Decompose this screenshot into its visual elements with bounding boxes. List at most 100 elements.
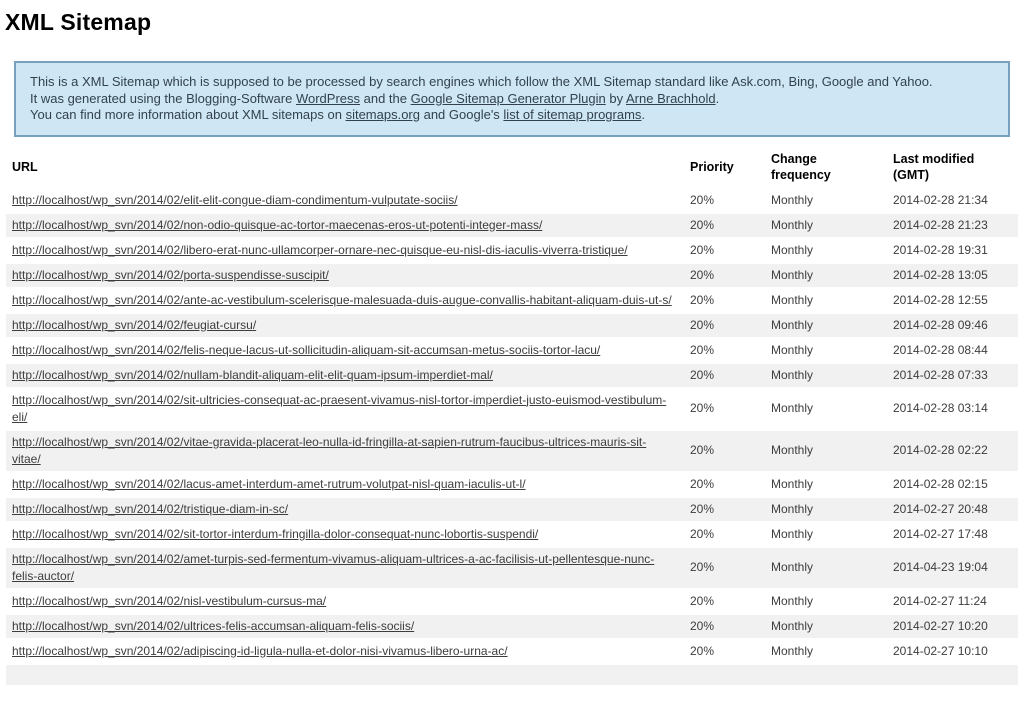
change-frequency-cell: Monthly xyxy=(771,496,893,523)
table-row: http://localhost/wp_svn/2014/02/ante-ac-… xyxy=(6,287,1018,314)
priority-cell: 20% xyxy=(690,237,771,264)
change-frequency-cell: Monthly xyxy=(771,337,893,364)
column-header-priority: Priority xyxy=(690,159,734,174)
priority-cell: 20% xyxy=(690,638,771,665)
sitemap-url-link[interactable]: http://localhost/wp_svn/2014/02/feugiat-… xyxy=(12,317,257,332)
last-modified-cell: 2014-02-28 07:33 xyxy=(893,362,1018,389)
priority-cell: 20% xyxy=(690,387,771,431)
column-header-change-frequency: Change frequency xyxy=(771,151,831,182)
priority-cell: 20% xyxy=(690,362,771,389)
change-frequency-cell: Monthly xyxy=(771,588,893,615)
change-frequency-cell: Monthly xyxy=(771,287,893,314)
change-frequency-cell: Monthly xyxy=(771,638,893,665)
last-modified-cell: 2014-02-28 09:46 xyxy=(893,312,1018,339)
priority-cell: 20% xyxy=(690,337,771,364)
last-modified-cell: 2014-02-27 10:20 xyxy=(893,613,1018,640)
table-row: http://localhost/wp_svn/2014/02/vitae-gr… xyxy=(6,429,1018,473)
table-row: http://localhost/wp_svn/2014/02/non-odio… xyxy=(6,212,1018,239)
google-sitemap-generator-plugin-link[interactable]: Google Sitemap Generator Plugin xyxy=(410,90,606,106)
last-modified-cell: 2014-02-28 12:55 xyxy=(893,287,1018,314)
wordpress-link[interactable]: WordPress xyxy=(295,90,361,106)
sitemap-url-link[interactable]: http://localhost/wp_svn/2014/02/libero-e… xyxy=(12,242,628,257)
sitemap-url-link[interactable]: http://localhost/wp_svn/2014/02/felis-ne… xyxy=(12,342,601,357)
sitemap-url-link[interactable]: http://localhost/wp_svn/2014/02/nisl-ves… xyxy=(12,593,327,608)
change-frequency-cell: Monthly xyxy=(771,546,893,590)
priority-cell: 20% xyxy=(690,429,771,473)
sitemap-url-link[interactable]: http://localhost/wp_svn/2014/02/non-odio… xyxy=(12,217,543,232)
info-line-1: This is a XML Sitemap which is supposed … xyxy=(30,74,933,89)
sitemap-url-link[interactable]: http://localhost/wp_svn/2014/02/nullam-b… xyxy=(12,367,493,382)
priority-cell: 20% xyxy=(690,496,771,523)
change-frequency-cell: Monthly xyxy=(771,521,893,548)
table-row: http://localhost/wp_svn/2014/02/amet-tur… xyxy=(6,546,1018,590)
table-row: http://localhost/wp_svn/2014/02/ultrices… xyxy=(6,613,1018,640)
table-row: http://localhost/wp_svn/2014/02/tristiqu… xyxy=(6,496,1018,523)
table-row: http://localhost/wp_svn/2014/02/felis-ne… xyxy=(6,337,1018,364)
partial-next-row xyxy=(6,664,1018,685)
priority-cell: 20% xyxy=(690,188,771,214)
priority-cell: 20% xyxy=(690,312,771,339)
table-row: http://localhost/wp_svn/2014/02/nullam-b… xyxy=(6,362,1018,389)
priority-cell: 20% xyxy=(690,546,771,590)
table-row: http://localhost/wp_svn/2014/02/sit-ultr… xyxy=(6,387,1018,431)
sitemap-url-link[interactable]: http://localhost/wp_svn/2014/02/elit-eli… xyxy=(12,192,458,207)
last-modified-cell: 2014-02-27 20:48 xyxy=(893,496,1018,523)
sitemap-table-body: http://localhost/wp_svn/2014/02/elit-eli… xyxy=(6,188,1018,665)
sitemap-url-link[interactable]: http://localhost/wp_svn/2014/02/amet-tur… xyxy=(12,551,655,583)
table-row: http://localhost/wp_svn/2014/02/lacus-am… xyxy=(6,471,1018,498)
sitemap-url-link[interactable]: http://localhost/wp_svn/2014/02/vitae-gr… xyxy=(12,434,647,466)
change-frequency-cell: Monthly xyxy=(771,471,893,498)
table-row: http://localhost/wp_svn/2014/02/nisl-ves… xyxy=(6,588,1018,615)
sitemaps-org-link[interactable]: sitemaps.org xyxy=(345,107,420,122)
sitemap-info-box: This is a XML Sitemap which is supposed … xyxy=(14,61,1010,137)
page-title: XML Sitemap xyxy=(5,9,152,35)
change-frequency-cell: Monthly xyxy=(771,387,893,431)
table-row: http://localhost/wp_svn/2014/02/libero-e… xyxy=(6,237,1018,264)
last-modified-cell: 2014-02-28 21:34 xyxy=(893,188,1018,214)
table-header-row: URL Priority Change frequency Last modif… xyxy=(6,145,1018,189)
change-frequency-cell: Monthly xyxy=(771,188,893,214)
change-frequency-cell: Monthly xyxy=(771,362,893,389)
last-modified-cell: 2014-04-23 19:04 xyxy=(893,546,1018,590)
sitemap-url-link[interactable]: http://localhost/wp_svn/2014/02/porta-su… xyxy=(12,267,329,282)
sitemap-url-link[interactable]: http://localhost/wp_svn/2014/02/ultrices… xyxy=(12,618,415,633)
last-modified-cell: 2014-02-28 13:05 xyxy=(893,262,1018,289)
change-frequency-cell: Monthly xyxy=(771,262,893,289)
sitemap-url-link[interactable]: http://localhost/wp_svn/2014/02/ante-ac-… xyxy=(12,292,672,307)
last-modified-cell: 2014-02-28 03:14 xyxy=(893,387,1018,431)
change-frequency-cell: Monthly xyxy=(771,312,893,339)
table-row: http://localhost/wp_svn/2014/02/adipisci… xyxy=(6,638,1018,665)
change-frequency-cell: Monthly xyxy=(771,429,893,473)
priority-cell: 20% xyxy=(690,262,771,289)
table-row: http://localhost/wp_svn/2014/02/porta-su… xyxy=(6,262,1018,289)
last-modified-cell: 2014-02-27 17:48 xyxy=(893,521,1018,548)
last-modified-cell: 2014-02-27 11:24 xyxy=(893,588,1018,615)
arne-brachhold-link[interactable]: Arne Brachhold xyxy=(626,90,716,106)
list-of-sitemap-programs-link[interactable]: list of sitemap programs xyxy=(503,107,642,122)
sitemap-url-link[interactable]: http://localhost/wp_svn/2014/02/tristiqu… xyxy=(12,501,289,516)
priority-cell: 20% xyxy=(690,613,771,640)
table-row: http://localhost/wp_svn/2014/02/sit-tort… xyxy=(6,521,1018,548)
last-modified-cell: 2014-02-28 02:15 xyxy=(893,471,1018,498)
last-modified-cell: 2014-02-28 08:44 xyxy=(893,337,1018,364)
priority-cell: 20% xyxy=(690,588,771,615)
change-frequency-cell: Monthly xyxy=(771,613,893,640)
sitemap-table: URL Priority Change frequency Last modif… xyxy=(6,145,1018,665)
table-row: http://localhost/wp_svn/2014/02/feugiat-… xyxy=(6,312,1018,339)
priority-cell: 20% xyxy=(690,212,771,239)
priority-cell: 20% xyxy=(690,521,771,548)
change-frequency-cell: Monthly xyxy=(771,237,893,264)
priority-cell: 20% xyxy=(690,471,771,498)
last-modified-cell: 2014-02-28 19:31 xyxy=(893,237,1018,264)
column-header-url: URL xyxy=(12,159,38,174)
last-modified-cell: 2014-02-27 10:10 xyxy=(893,638,1018,665)
sitemap-url-link[interactable]: http://localhost/wp_svn/2014/02/sit-tort… xyxy=(12,526,539,541)
table-row: http://localhost/wp_svn/2014/02/elit-eli… xyxy=(6,188,1018,214)
sitemap-url-link[interactable]: http://localhost/wp_svn/2014/02/lacus-am… xyxy=(12,476,526,491)
info-line-3: You can find more information about XML … xyxy=(30,107,646,122)
change-frequency-cell: Monthly xyxy=(771,212,893,239)
info-line-2: It was generated using the Blogging-Soft… xyxy=(30,90,720,106)
last-modified-cell: 2014-02-28 21:23 xyxy=(893,212,1018,239)
sitemap-url-link[interactable]: http://localhost/wp_svn/2014/02/sit-ultr… xyxy=(12,392,667,424)
sitemap-url-link[interactable]: http://localhost/wp_svn/2014/02/adipisci… xyxy=(12,643,508,658)
